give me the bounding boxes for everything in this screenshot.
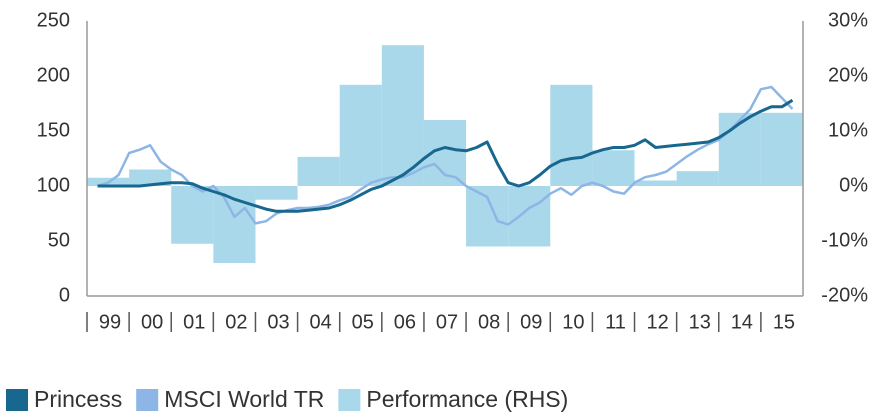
y-tick-label: 250: [37, 9, 70, 31]
y2-tick-label: 10%: [828, 119, 868, 141]
y-tick-label: 100: [37, 174, 70, 196]
legend-label: MSCI World TR: [164, 386, 324, 412]
legend-label: Performance (RHS): [366, 386, 568, 412]
x-tick-label: 15: [773, 311, 795, 333]
y2-tick-label: 0%: [839, 174, 868, 196]
y2-tick-label: -20%: [821, 284, 868, 306]
y2-tick-label: 30%: [828, 9, 868, 31]
legend-swatch: [6, 389, 28, 411]
x-tick-label: 00: [141, 311, 163, 333]
x-tick-label: 07: [436, 311, 458, 333]
y-tick-label: 50: [48, 229, 70, 251]
bar: [634, 180, 677, 186]
y-tick-label: 200: [37, 64, 70, 86]
bar: [550, 84, 593, 186]
y2-tick-label: -10%: [821, 229, 868, 251]
bar: [297, 156, 340, 186]
line: [97, 85, 794, 226]
x-tick-label: 13: [689, 311, 711, 333]
x-tick-label: 10: [562, 311, 584, 333]
x-tick-label: 14: [731, 311, 753, 333]
y2-tick-label: 20%: [828, 64, 868, 86]
bar: [760, 112, 803, 186]
line: [97, 98, 794, 213]
bar: [129, 169, 172, 186]
bar: [213, 186, 256, 263]
x-tick-label: 02: [225, 311, 247, 333]
bar: [592, 150, 635, 186]
x-tick-label: 05: [352, 311, 374, 333]
y-tick-label: 0: [59, 284, 70, 306]
x-tick-label: 01: [183, 311, 205, 333]
x-tick-label: 11: [605, 311, 626, 333]
x-tick-label: 04: [310, 311, 332, 333]
x-tick-label: 08: [478, 311, 500, 333]
legend-label: Princess: [34, 386, 122, 412]
legend-swatch: [136, 389, 159, 411]
x-tick-label: 12: [646, 311, 668, 333]
x-tick-label: 03: [267, 311, 289, 333]
legend-swatch: [338, 389, 361, 411]
bar: [676, 171, 719, 186]
bar: [508, 186, 551, 247]
x-tick-label: 09: [520, 311, 542, 333]
bar: [466, 186, 509, 247]
x-tick-label: 06: [394, 311, 416, 333]
x-tick-label: 99: [99, 311, 121, 333]
bar: [339, 84, 382, 186]
bar: [255, 186, 298, 200]
bar: [171, 186, 214, 244]
y-tick-label: 150: [37, 119, 70, 141]
